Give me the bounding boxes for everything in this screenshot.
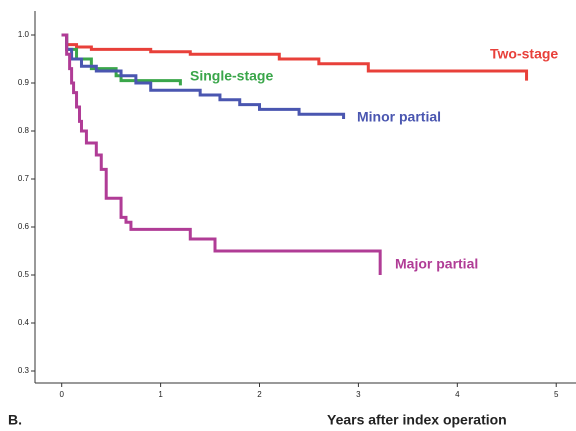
survival-curve — [61, 33, 346, 119]
y-tick-label: 0.4 — [18, 318, 30, 327]
x-tick-label: 4 — [455, 390, 460, 399]
series-label: Minor partial — [357, 109, 441, 125]
x-tick-label: 3 — [356, 390, 361, 399]
y-tick-label: 0.8 — [18, 126, 30, 135]
x-tick-label: 0 — [59, 390, 64, 399]
survival-curve — [61, 33, 529, 81]
series-label: Major partial — [395, 256, 478, 272]
panel-label: B. — [8, 412, 22, 428]
y-tick-label: 0.5 — [18, 270, 30, 279]
y-tick-label: 0.6 — [18, 222, 30, 231]
y-tick-label: 0.7 — [18, 174, 30, 183]
x-axis-label: Years after index operation — [327, 412, 507, 428]
x-tick-label: 1 — [158, 390, 163, 399]
x-tick-label: 5 — [554, 390, 559, 399]
y-tick-label: 1.0 — [18, 30, 30, 39]
x-tick-label: 2 — [257, 390, 262, 399]
survival-curve — [61, 33, 382, 275]
series-label: Two-stage — [490, 46, 558, 62]
y-tick-label: 0.3 — [18, 366, 30, 375]
series-label: Single-stage — [190, 68, 273, 84]
y-tick-label: 0.9 — [18, 78, 30, 87]
